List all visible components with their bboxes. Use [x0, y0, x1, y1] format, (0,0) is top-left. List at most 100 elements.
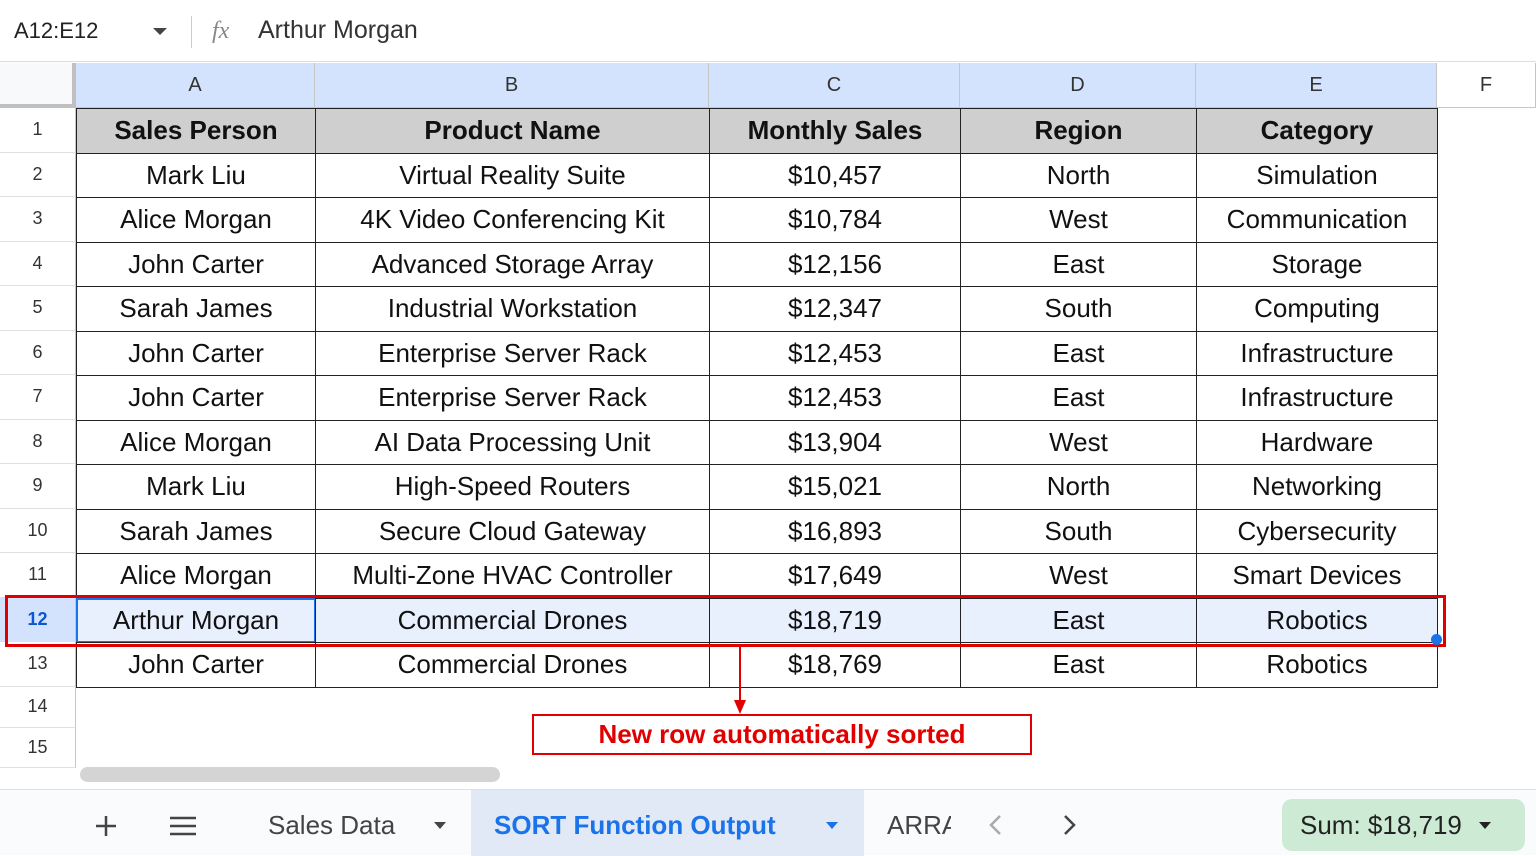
cell: Enterprise Server Rack [315, 330, 710, 376]
divider [191, 16, 192, 48]
cell: $12,156 [709, 241, 961, 287]
cell: Alice Morgan [76, 419, 316, 465]
cell: Multi-Zone HVAC Controller [315, 553, 710, 599]
cell: Computing [1196, 286, 1438, 332]
header-cell: Region [960, 108, 1197, 154]
row-header: 12 [0, 597, 76, 642]
dropdown-icon[interactable] [152, 27, 168, 37]
cell: $18,769 [709, 642, 961, 688]
row-header: 6 [0, 330, 76, 375]
cell: Mark Liu [76, 152, 316, 198]
row-header: 3 [0, 197, 76, 242]
cell: West [960, 419, 1197, 465]
cell: John Carter [76, 330, 316, 376]
header-cell: Sales Person [76, 108, 316, 154]
row-header: 7 [0, 375, 76, 420]
column-header: F [1437, 63, 1536, 108]
cell: $10,784 [709, 197, 961, 243]
column-header: D [960, 63, 1196, 108]
cell: Smart Devices [1196, 553, 1438, 599]
column-header: A [76, 63, 315, 108]
column-header: C [709, 63, 960, 108]
annotation: New row automatically sorted [532, 714, 1032, 755]
row-header: 5 [0, 286, 76, 331]
header-cell: Product Name [315, 108, 710, 154]
active-tab[interactable] [471, 790, 864, 856]
arrow [734, 646, 746, 714]
cell: Cybersecurity [1196, 508, 1438, 554]
cell: John Carter [76, 375, 316, 421]
header-cell: Category [1196, 108, 1438, 154]
cell: Robotics [1196, 597, 1438, 643]
cell: $12,347 [709, 286, 961, 332]
cell: 4K Video Conferencing Kit [315, 197, 710, 243]
row-header: 4 [0, 241, 76, 286]
scrollbar[interactable] [80, 767, 500, 782]
row-header: 11 [0, 553, 76, 598]
column-header: B [315, 63, 709, 108]
formula-bar: A12:E12 fx Arthur Morgan [0, 0, 1536, 62]
cell: Commercial Drones [315, 642, 710, 688]
sheet-tab[interactable]: ARRA [887, 810, 951, 840]
all-sheets[interactable] [168, 815, 198, 837]
cell: $17,649 [709, 553, 961, 599]
cell: Enterprise Server Rack [315, 375, 710, 421]
cell: Mark Liu [76, 464, 316, 510]
cell: East [960, 642, 1197, 688]
cell: Infrastructure [1196, 330, 1438, 376]
cell: Simulation [1196, 152, 1438, 198]
cell: Storage [1196, 241, 1438, 287]
row-header: 2 [0, 152, 76, 197]
fx-icon: fx [212, 18, 230, 44]
cell: Hardware [1196, 419, 1438, 465]
row-header: 15 [0, 728, 76, 768]
tab-dropdown[interactable] [433, 821, 447, 830]
sum-dropdown[interactable] [1478, 821, 1492, 830]
cell: South [960, 286, 1197, 332]
cell: North [960, 464, 1197, 510]
corner [0, 63, 76, 108]
cell: Sarah James [76, 286, 316, 332]
scroll-right[interactable] [1063, 814, 1077, 836]
cell: AI Data Processing Unit [315, 419, 710, 465]
selection-handle [1431, 634, 1442, 645]
scroll-left[interactable] [988, 814, 1002, 836]
cell: $12,453 [709, 330, 961, 376]
cell: $15,021 [709, 464, 961, 510]
cell: South [960, 508, 1197, 554]
cell: East [960, 241, 1197, 287]
cell: $13,904 [709, 419, 961, 465]
cell: John Carter [76, 642, 316, 688]
cell: Robotics [1196, 642, 1438, 688]
formula-text[interactable]: Arthur Morgan [258, 16, 418, 44]
tab-bar: Sales Data SORT Function Output ARRA Sum… [0, 789, 1536, 856]
cell: Secure Cloud Gateway [315, 508, 710, 554]
row-header: 10 [0, 508, 76, 553]
cell: Infrastructure [1196, 375, 1438, 421]
header-cell: Monthly Sales [709, 108, 961, 154]
row-header: 1 [0, 108, 76, 153]
column-header: E [1196, 63, 1437, 108]
cell: Virtual Reality Suite [315, 152, 710, 198]
cell: Networking [1196, 464, 1438, 510]
add-sheet[interactable] [94, 814, 118, 838]
cell: Alice Morgan [76, 553, 316, 599]
cell: Sarah James [76, 508, 316, 554]
cell: West [960, 553, 1197, 599]
cell: John Carter [76, 241, 316, 287]
cell: Advanced Storage Array [315, 241, 710, 287]
cell: Communication [1196, 197, 1438, 243]
cell: North [960, 152, 1197, 198]
cell: West [960, 197, 1197, 243]
name-box[interactable]: A12:E12 [14, 18, 99, 43]
tab-dropdown[interactable] [825, 821, 839, 830]
row-header: 14 [0, 686, 76, 728]
cell: $10,457 [709, 152, 961, 198]
sheet-tab[interactable]: SORT Function Output [494, 810, 776, 840]
sheet-tab[interactable]: Sales Data [268, 810, 396, 840]
cell: East [960, 330, 1197, 376]
sum-text[interactable]: Sum: $18,719 [1300, 810, 1462, 840]
cell: Alice Morgan [76, 197, 316, 243]
cell: $16,893 [709, 508, 961, 554]
